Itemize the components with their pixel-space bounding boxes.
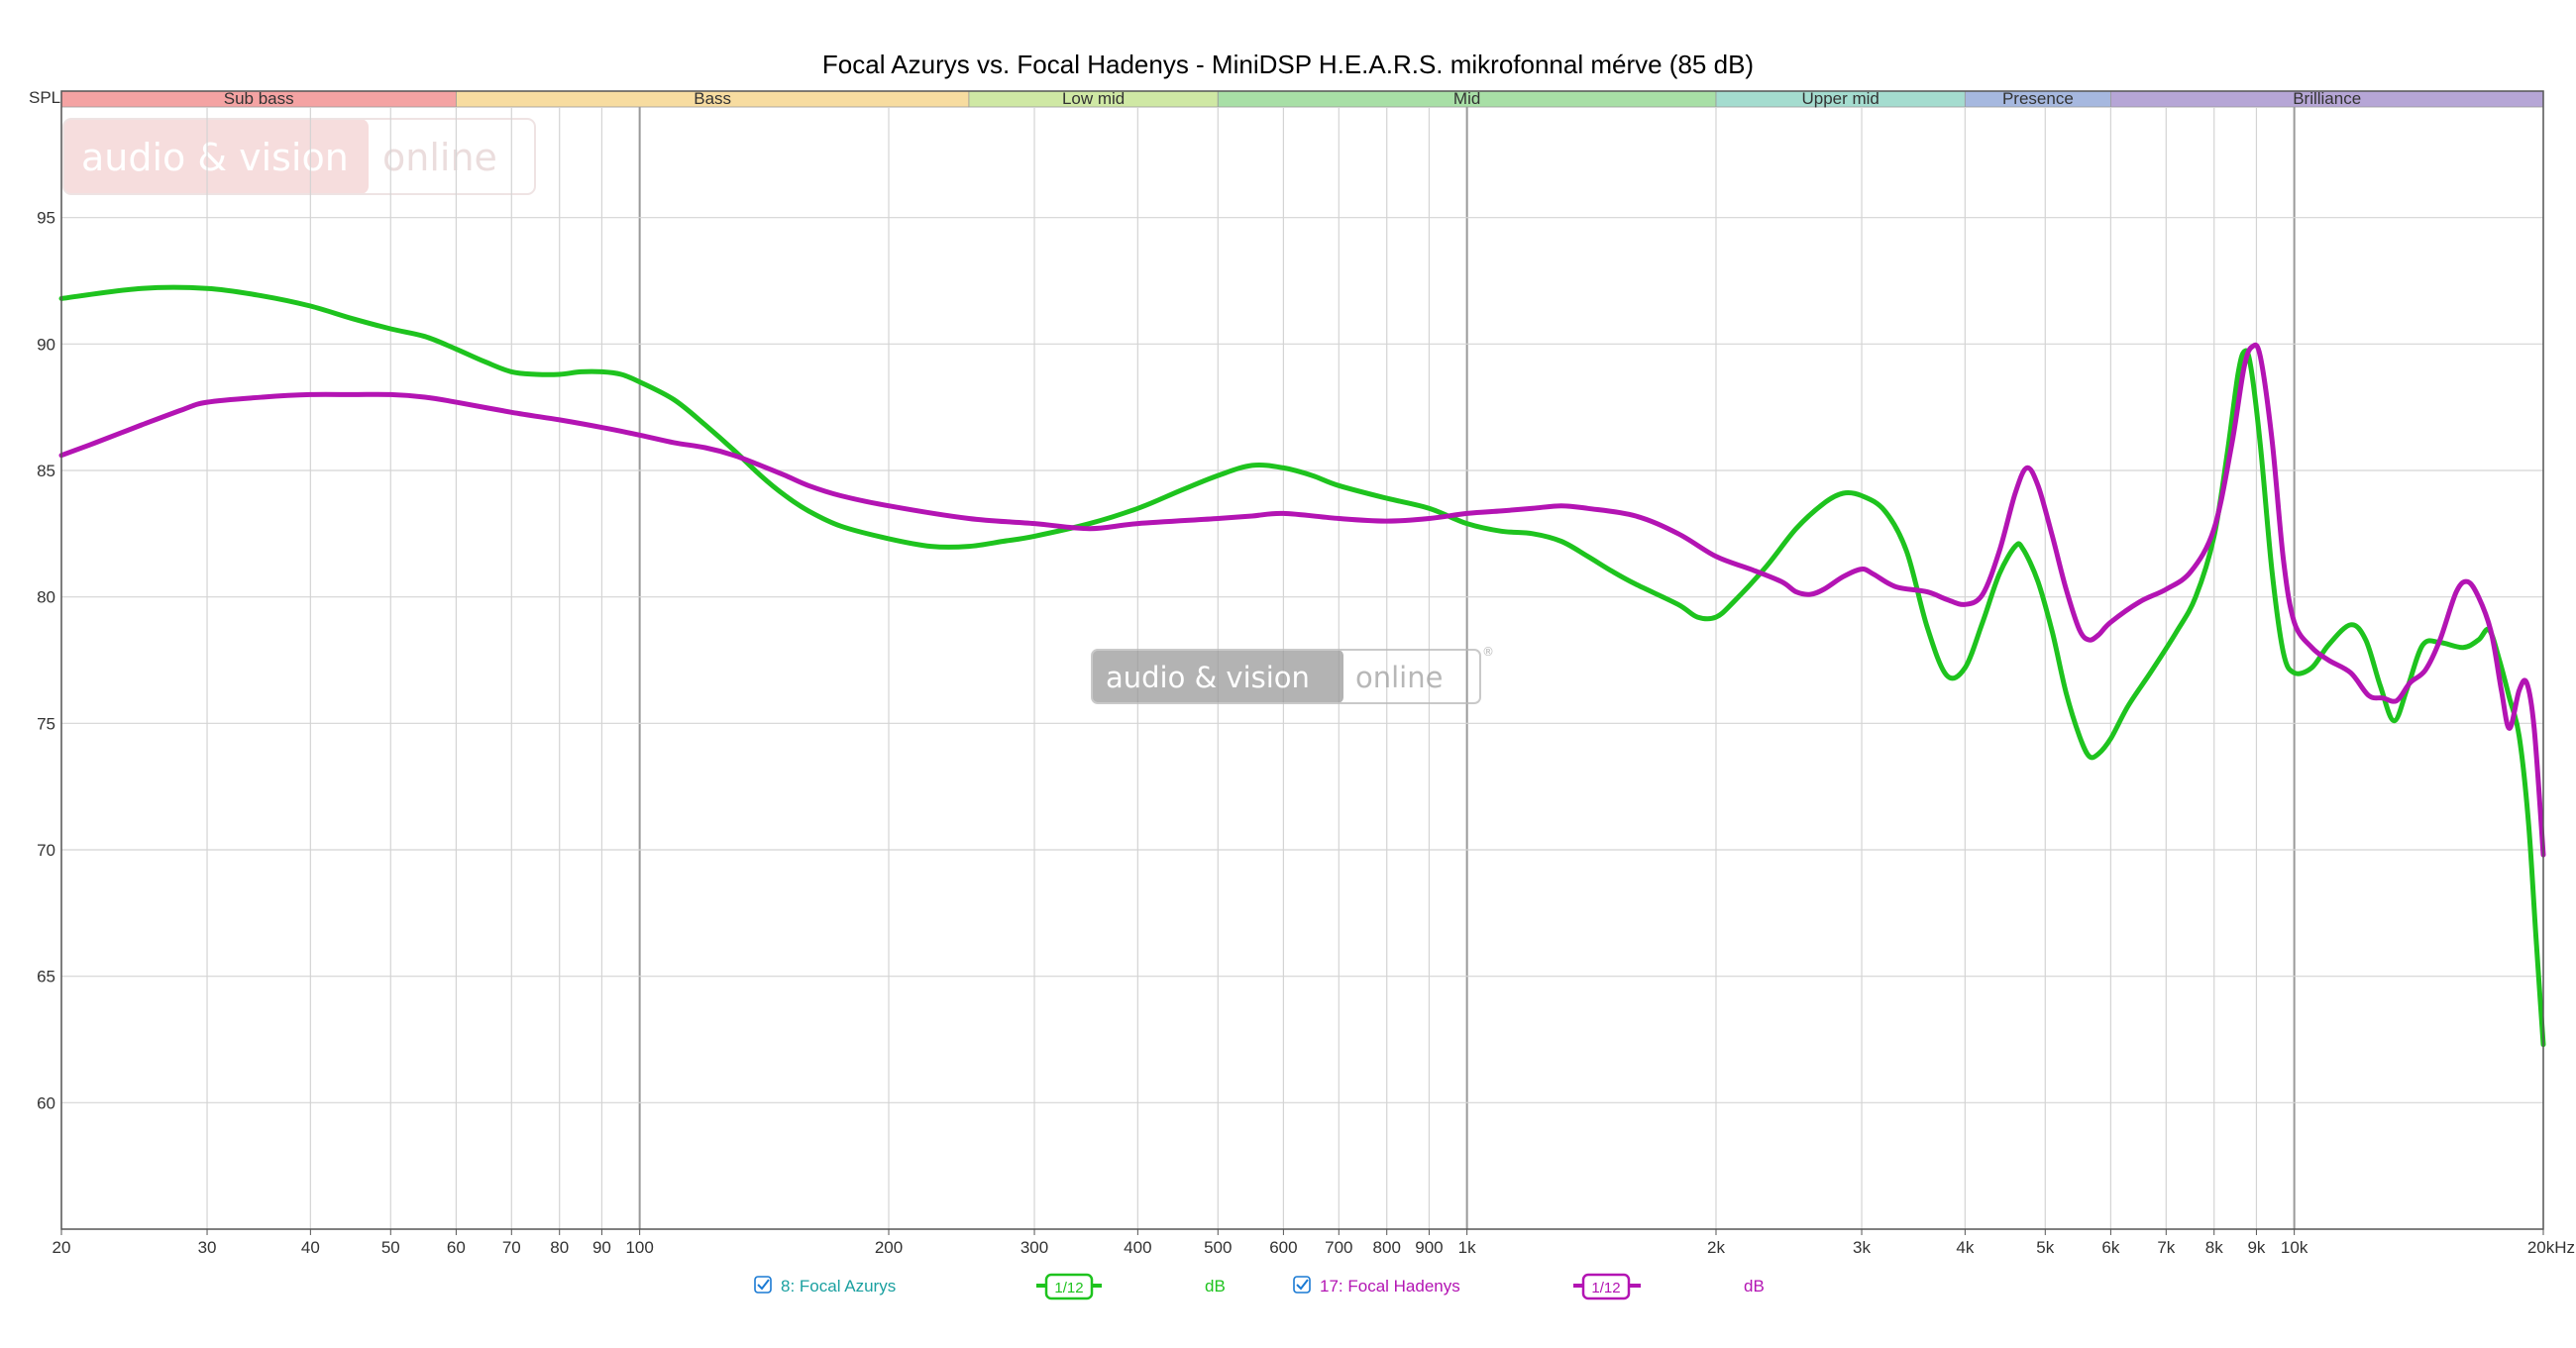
x-axis-ticks: 20 30 40 50 60 70 80 90 100 200 300 400 500 600 700 800… <box>53 1229 2575 1257</box>
band-label: Bass <box>694 89 731 108</box>
smoothing-badge-azurys[interactable] <box>1044 1273 1094 1300</box>
y-tick-label: 90 <box>37 335 55 354</box>
x-tick-label: 30 <box>198 1238 217 1257</box>
y-tick-label: 80 <box>37 588 55 607</box>
watermark-top: audio & vision online <box>62 118 536 195</box>
smoothing-label-azurys: 1/12 <box>1054 1280 1083 1296</box>
x-tick-label: 1k <box>1458 1238 1476 1257</box>
legend: 8: Focal Azurys 1/12 dB 17: Focal Hadeny… <box>754 1273 1765 1300</box>
legend-unit-azurys: dB <box>1205 1277 1226 1296</box>
x-tick-label: 6k <box>2101 1238 2119 1257</box>
band-label: Brilliance <box>2293 89 2361 108</box>
x-tick-label: 20kHz <box>2527 1238 2575 1257</box>
legend-unit-hadenys: dB <box>1744 1277 1765 1296</box>
x-tick-label: 2k <box>1707 1238 1725 1257</box>
legend-label-azurys: 8: Focal Azurys <box>781 1277 896 1296</box>
watermark-top-word2: online <box>382 136 497 179</box>
watermark-center-word1: audio & vision <box>1106 661 1310 694</box>
watermark-center: audio & vision online ® <box>1091 645 1494 704</box>
x-tick-label: 300 <box>1020 1238 1048 1257</box>
smoothing-label-hadenys: 1/12 <box>1591 1280 1620 1296</box>
band-label: Presence <box>2002 89 2074 108</box>
plot-frame <box>60 90 2544 1230</box>
legend-checkbox-hadenys[interactable] <box>1293 1276 1311 1294</box>
y-tick-label: 85 <box>37 462 55 480</box>
x-tick-label: 80 <box>550 1238 569 1257</box>
check-icon <box>757 1279 770 1291</box>
y-axis-label: SPL <box>29 88 60 107</box>
y-tick-label: 75 <box>37 714 55 733</box>
x-tick-label: 20 <box>53 1238 71 1257</box>
watermark-top-border <box>62 118 536 195</box>
frequency-bands: Sub bass Bass Low mid Mid Upper mid Presence B… <box>60 89 2544 108</box>
x-tick-label: 100 <box>625 1238 653 1257</box>
band-label: Upper mid <box>1801 89 1878 108</box>
x-tick-label: 7k <box>2157 1238 2175 1257</box>
x-tick-label: 800 <box>1373 1238 1401 1257</box>
watermark-center-word2: online <box>1355 661 1443 694</box>
legend-item-hadenys[interactable]: 17: Focal Hadenys <box>1293 1276 1460 1296</box>
smoothing-badge-hadenys[interactable] <box>1581 1273 1631 1300</box>
x-tick-label: 50 <box>381 1238 400 1257</box>
legend-smoothing-hadenys[interactable]: 1/12 <box>1573 1273 1641 1300</box>
x-tick-label: 9k <box>2247 1238 2265 1257</box>
chart-title: Focal Azurys vs. Focal Hadenys - MiniDSP… <box>822 50 1754 79</box>
watermark-center-border <box>1091 649 1481 704</box>
x-tick-label: 600 <box>1269 1238 1297 1257</box>
watermark-top-badge <box>63 119 369 194</box>
band-label: Low mid <box>1062 89 1125 108</box>
legend-smoothing-azurys[interactable]: 1/12 <box>1036 1273 1102 1300</box>
legend-item-azurys[interactable]: 8: Focal Azurys <box>754 1276 896 1296</box>
check-icon <box>1296 1279 1309 1291</box>
y-tick-label: 70 <box>37 841 55 860</box>
watermark-top-word1: audio & vision <box>81 136 349 179</box>
y-axis-ticks: 60 65 70 75 80 85 90 95 <box>37 209 55 1113</box>
x-tick-label: 3k <box>1853 1238 1871 1257</box>
x-tick-label: 60 <box>447 1238 466 1257</box>
x-tick-label: 8k <box>2205 1238 2223 1257</box>
legend-checkbox-azurys[interactable] <box>754 1276 772 1294</box>
x-tick-label: 200 <box>875 1238 903 1257</box>
band-label: Mid <box>1453 89 1480 108</box>
watermark-center-badge <box>1092 650 1343 703</box>
x-tick-label: 40 <box>301 1238 320 1257</box>
legend-label-hadenys: 17: Focal Hadenys <box>1320 1277 1460 1296</box>
x-tick-label: 900 <box>1415 1238 1443 1257</box>
y-tick-label: 95 <box>37 209 55 228</box>
series-lines <box>58 284 2546 1048</box>
x-tick-label: 700 <box>1325 1238 1352 1257</box>
y-tick-label: 60 <box>37 1093 55 1112</box>
x-tick-label: 4k <box>1956 1238 1974 1257</box>
band-label: Sub bass <box>224 89 294 108</box>
series-line-hadenys <box>58 342 2546 858</box>
y-tick-label: 65 <box>37 968 55 986</box>
x-tick-label: 90 <box>592 1238 611 1257</box>
x-tick-label: 400 <box>1124 1238 1151 1257</box>
x-tick-label: 5k <box>2036 1238 2054 1257</box>
watermark-center-mark: ® <box>1482 645 1494 659</box>
x-tick-label: 70 <box>502 1238 521 1257</box>
x-tick-label: 10k <box>2281 1238 2308 1257</box>
x-tick-label: 500 <box>1204 1238 1232 1257</box>
